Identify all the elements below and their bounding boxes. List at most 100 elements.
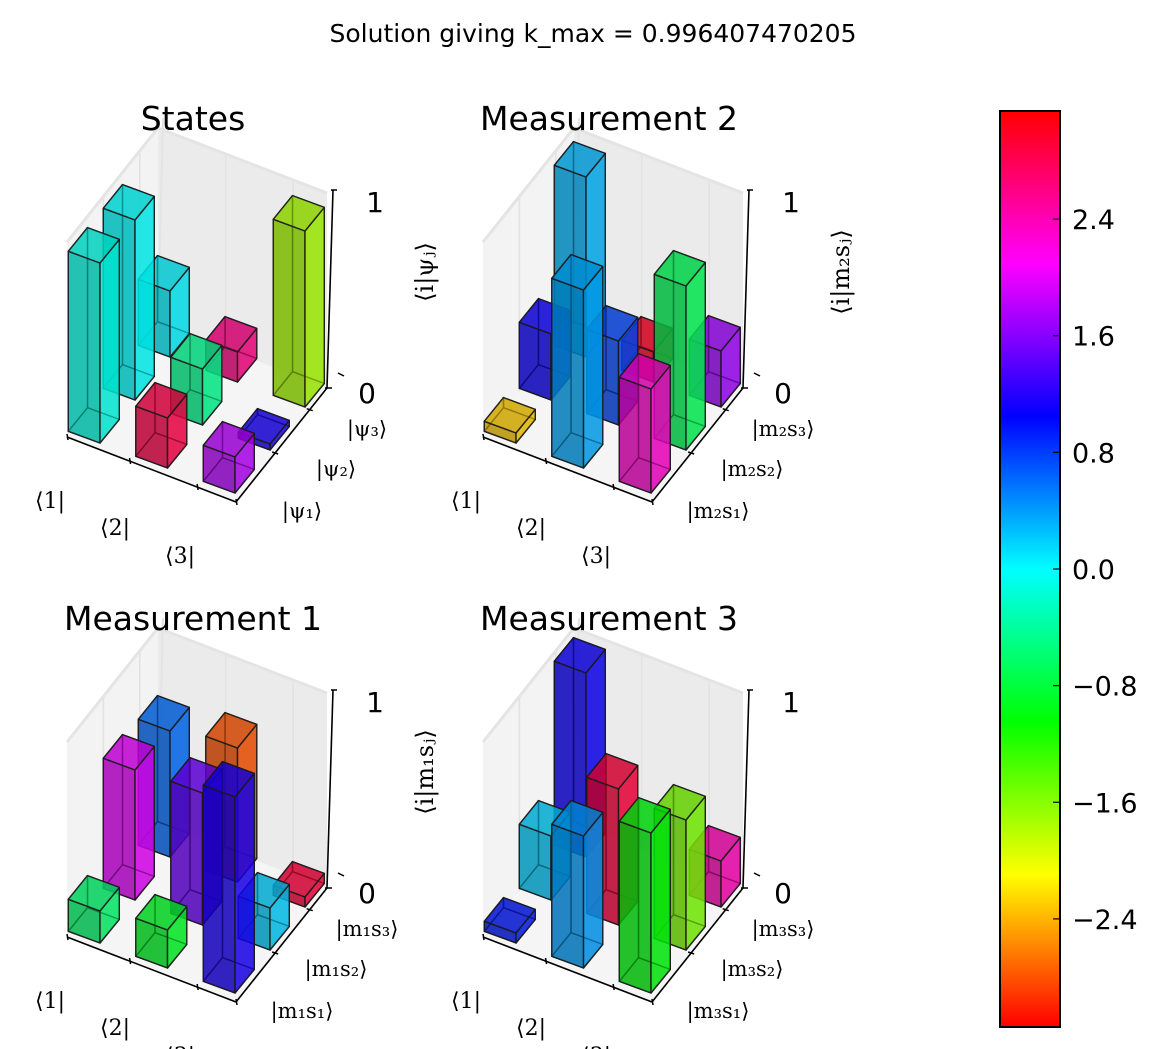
bar-2-1: [135, 893, 188, 969]
bar-3-1: [202, 760, 256, 994]
bar-3-1: [202, 420, 256, 494]
bar-top-face: [205, 315, 258, 353]
row-tick-label: ⟨1|: [451, 489, 481, 514]
pane-edge: [65, 126, 328, 243]
x-tick: [612, 983, 615, 991]
colorbar-tick-label: 1.6: [1072, 322, 1115, 353]
col-tick-label: |ψ₂⟩: [316, 457, 356, 482]
y-tick: [271, 451, 279, 455]
subplot-measurement-3: Measurement 3 ⟨1| ⟨2| ⟨3| |m₃s₁⟩ |m₃s₂⟩ |m₃s₃⟩…: [451, 599, 814, 1049]
col-tick-label: |m₁s₁⟩: [271, 999, 334, 1024]
x-axis: [66, 936, 237, 1003]
bar-top-face: [205, 711, 258, 749]
subplots: States ⟨1| ⟨2| ⟨3| |ψ₁⟩ |ψ₂⟩ |ψ₃⟩ 0 1 ⟨i|ψⱼ⟩ Measu…: [35, 99, 856, 1049]
bar-top-face: [551, 253, 604, 291]
bar-top-face: [551, 799, 604, 837]
x-tick: [128, 957, 132, 965]
row-tick-label: ⟨2|: [100, 516, 130, 541]
bar-top-face: [586, 752, 639, 790]
z-tick: [753, 372, 761, 377]
z-tick: [337, 372, 345, 377]
bar-top-face: [102, 183, 156, 221]
bar-front-face: [272, 218, 306, 408]
z-axis-label: ⟨i|ψⱼ⟩: [411, 242, 440, 302]
y-axis: [651, 887, 744, 1003]
row-tick-label: ⟨3|: [165, 544, 195, 569]
pane-edge: [481, 126, 744, 243]
bar-3-1: [618, 796, 672, 994]
x-tick: [66, 933, 69, 941]
x-axis: [482, 936, 653, 1003]
z-axis-label: ⟨i|m₁sⱼ⟩: [411, 729, 440, 815]
bar-2-1: [135, 381, 188, 469]
z-axis: [326, 689, 334, 889]
bar-right-face: [134, 195, 156, 401]
bar-front-face: [202, 784, 236, 994]
bar-front-face: [518, 823, 552, 901]
y-axis: [235, 887, 328, 1003]
bar-top-face: [67, 226, 121, 264]
bar-right-face: [582, 811, 604, 969]
bar-3-3: [272, 194, 325, 408]
bar-3-1: [618, 352, 672, 494]
colorbar: 2.4 1.6 0.8 0.0 −0.8 −1.6 −2.4: [999, 110, 1138, 1028]
subplot-title: Measurement 3: [480, 599, 738, 638]
col-tick-label: |m₃s₃⟩: [752, 917, 815, 942]
bar-front-face: [618, 820, 652, 994]
pane-edge: [65, 626, 328, 743]
subplot-title: Measurement 1: [64, 599, 322, 638]
colorbar-tick-label: 2.4: [1072, 205, 1115, 236]
x-axis: [482, 436, 653, 503]
col-tick-label: |ψ₃⟩: [347, 417, 387, 442]
bar-top-face: [202, 420, 256, 458]
x-tick: [235, 998, 238, 1006]
bar-1-1: [67, 874, 121, 944]
row-tick-label: ⟨3|: [581, 544, 611, 569]
z-tick-label: 0: [774, 877, 792, 910]
col-tick-label: |m₂s₂⟩: [721, 457, 784, 482]
bar-top-face: [137, 694, 191, 732]
bar-top-face: [135, 381, 188, 419]
bar-top-face: [553, 636, 607, 674]
colorbar-gradient: [999, 110, 1061, 1028]
bar-1-1: [483, 896, 537, 944]
x-tick: [128, 457, 132, 465]
z-axis: [742, 689, 750, 889]
y-tick: [271, 951, 279, 955]
bar-right-face: [304, 206, 325, 408]
row-tick-label: ⟨1|: [35, 489, 65, 514]
x-tick: [651, 498, 654, 506]
subplot-states: States ⟨1| ⟨2| ⟨3| |ψ₁⟩ |ψ₂⟩ |ψ₃⟩ 0 1 ⟨i|ψⱼ⟩: [35, 99, 440, 569]
z-axis: [326, 189, 334, 389]
col-tick-label: |m₁s₂⟩: [305, 957, 368, 982]
bar-front-face: [551, 277, 585, 469]
bar-right-face: [134, 745, 156, 901]
row-tick-label: ⟨3|: [165, 1044, 195, 1049]
colorbar-tick-label: 0.8: [1072, 438, 1115, 469]
col-tick-label: |ψ₁⟩: [282, 499, 322, 524]
row-tick-label: ⟨2|: [516, 1016, 546, 1041]
left-pane: [483, 128, 574, 437]
bar-right-face: [99, 238, 121, 444]
bar-top-face: [202, 760, 256, 798]
col-tick-label: |m₂s₃⟩: [752, 417, 815, 442]
bar-top-face: [170, 332, 223, 370]
colorbar-tick-label: −0.8: [1072, 672, 1138, 703]
figure-title: Solution giving k_max = 0.996407470205: [329, 19, 856, 48]
z-tick: [753, 872, 761, 877]
z-tick-label: 1: [782, 686, 800, 719]
bar-top-face: [67, 874, 121, 912]
y-tick: [306, 407, 313, 412]
z-tick-label: 0: [774, 377, 792, 410]
y-tick: [306, 907, 313, 912]
z-tick-label: 1: [366, 186, 384, 219]
x-tick: [651, 998, 654, 1006]
z-axis-label: ⟨i|m₂sⱼ⟩: [827, 229, 856, 315]
x-tick: [482, 933, 485, 941]
bar-front-face: [551, 823, 585, 969]
y-tick: [722, 407, 729, 412]
bar-2-1: [551, 799, 604, 969]
bar-top-face: [135, 893, 188, 931]
x-axis: [66, 436, 237, 503]
row-tick-label: ⟨1|: [451, 989, 481, 1014]
